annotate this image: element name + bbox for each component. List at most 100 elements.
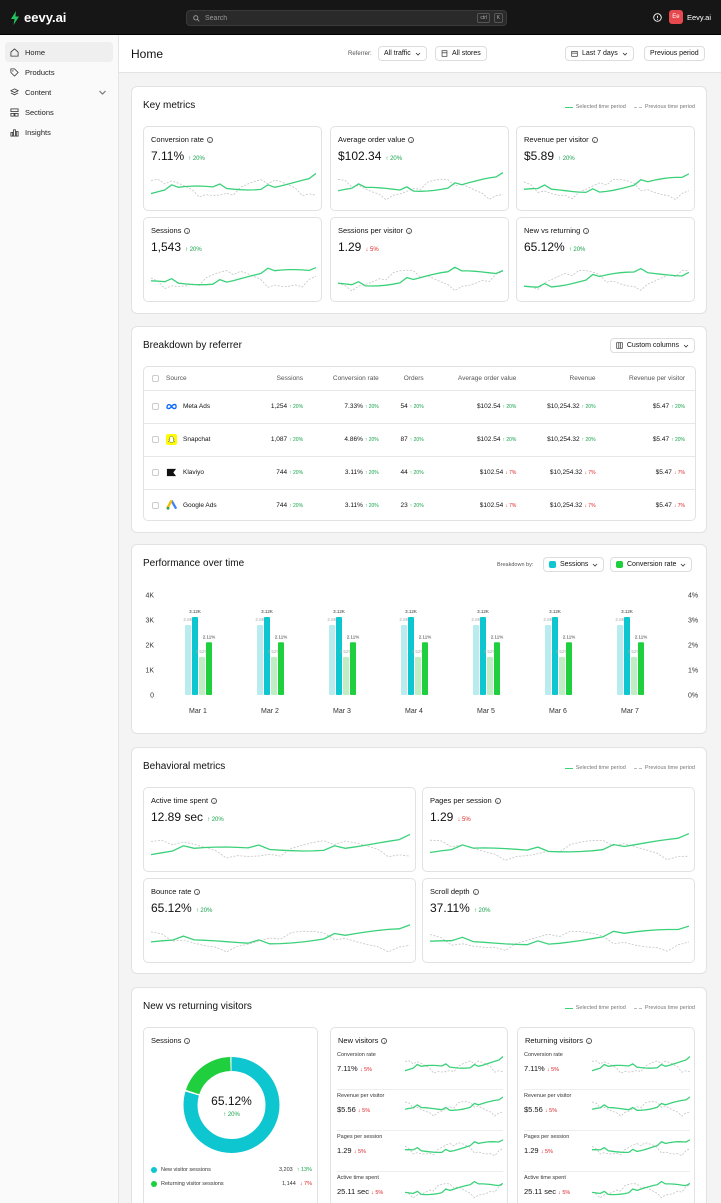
column-header[interactable]: Average order value [433, 367, 527, 391]
bar-conversion-previous [559, 657, 565, 695]
chevron-down-icon [99, 90, 106, 95]
table-row[interactable]: Meta Ads 1,254 ↑ 20% 7.33% ↑ 20% 54 ↑ 20% $102.… [144, 390, 695, 424]
info-icon[interactable]: i [184, 227, 191, 234]
row-checkbox[interactable] [152, 436, 159, 443]
referrer-dropdown[interactable]: All traffic [378, 46, 427, 61]
sidebar-item-sections[interactable]: Sections [5, 102, 113, 122]
search-input[interactable] [205, 14, 465, 22]
visitor-metric-row[interactable]: Conversion rate 7.11% ↓ 5% [524, 1050, 690, 1090]
info-icon[interactable]: i [591, 136, 598, 143]
legend-swatch [151, 1167, 157, 1173]
shortcut-key-ctrl: ctrl [477, 13, 490, 23]
metric-card-average-order-value[interactable]: Average order value i $102.34 ↑ 20% [330, 126, 509, 211]
metric-delta: ↓ 5% [365, 247, 379, 253]
data-label: 1.52% [484, 649, 497, 654]
grid-icon [10, 107, 19, 117]
table-cell: 23 ↑ 20% [400, 502, 424, 510]
sidebar-item-products[interactable]: Products [5, 62, 113, 82]
y-axis-tick-left: 1K [145, 668, 154, 675]
column-header[interactable]: Revenue [526, 367, 606, 391]
row-label: Revenue per visitor [524, 1093, 572, 1099]
sidebar-item-content[interactable]: Content [5, 82, 113, 102]
info-icon[interactable]: i [472, 888, 479, 895]
custom-columns-button[interactable]: Custom columns [609, 338, 695, 353]
info-icon[interactable]: i [206, 136, 213, 143]
data-label: 1.52% [628, 649, 641, 654]
data-label: 2.8K [255, 617, 264, 622]
info-icon[interactable]: i [585, 1037, 592, 1044]
x-axis-tick: Mar 1 [189, 708, 207, 715]
metric-card-conversion-rate[interactable]: Conversion rate i 7.11% ↑ 20% [143, 126, 322, 211]
visitor-metric-row[interactable]: Active time spent 25.11 sec ↓ 5% [337, 1173, 503, 1203]
donut-slice-new [183, 1057, 280, 1153]
search-box[interactable]: ctrl K [186, 10, 507, 26]
table-row[interactable]: Klaviyo 744 ↑ 20% 3.11% ↑ 20% 44 ↑ 20% $102.54 ↓… [144, 456, 695, 490]
user-name: Eevy.ai [686, 12, 711, 22]
metric-card-pages-per-session[interactable]: Pages per session i 1.29 ↓ 5% [422, 787, 695, 872]
info-icon[interactable]: i [583, 227, 590, 234]
date-range-dropdown[interactable]: Last 7 days [565, 46, 634, 61]
meta-logo-icon [166, 403, 177, 410]
visitor-metric-row[interactable]: Revenue per visitor $5.56 ↓ 5% [524, 1091, 690, 1131]
user-menu[interactable]: Ee Eevy.ai [668, 10, 711, 24]
row-checkbox[interactable] [152, 403, 159, 410]
table-cell: 44 ↑ 20% [388, 456, 434, 490]
section-title: Behavioral metrics [143, 761, 226, 772]
row-label: Revenue per visitor [337, 1093, 385, 1099]
info-icon[interactable]: i [408, 136, 415, 143]
metric-delta: ↓ 5% [457, 817, 471, 823]
metric-card-active-time-spent[interactable]: Active time spent i 12.89 sec ↑ 20% [143, 787, 416, 872]
bar-conversion-rate [206, 642, 212, 695]
column-header[interactable]: Source [144, 367, 256, 391]
bar-conversion-rate [350, 642, 356, 695]
row-label: Active time spent [337, 1175, 379, 1181]
row-checkbox[interactable] [152, 469, 159, 476]
info-icon[interactable]: i [184, 1037, 191, 1044]
data-label: 2.11% [563, 634, 575, 639]
select-all-checkbox[interactable] [152, 374, 159, 382]
sidebar-item-insights[interactable]: Insights [5, 122, 113, 142]
info-icon[interactable]: i [406, 227, 413, 234]
performance-card: Performance over time Breakdown by: Sess… [131, 544, 707, 734]
table-cell: 87 ↑ 20% [388, 423, 434, 457]
info-icon[interactable]: i [494, 797, 501, 804]
bar-sessions [192, 617, 198, 695]
metric1-dropdown[interactable]: Sessions [543, 557, 605, 572]
column-header[interactable]: Revenue per visitor [605, 367, 695, 391]
metric-card-new-vs-returning[interactable]: New vs returning i 65.12% ↑ 20% [516, 217, 695, 302]
donut-legend-item: Returning visitor sessions 1,144 ↓ 7% [151, 1181, 312, 1187]
visitor-metric-row[interactable]: Revenue per visitor $5.56 ↓ 5% [337, 1091, 503, 1131]
table-row[interactable]: Google Ads 744 ↑ 20% 3.11% ↑ 20% 23 ↑ 20% $102.… [144, 489, 695, 520]
metric-card-sessions-per-visitor[interactable]: Sessions per visitor i 1.29 ↓ 5% [330, 217, 509, 302]
info-icon[interactable]: i [211, 797, 218, 804]
visitor-metric-row[interactable]: Pages per session 1.29 ↓ 5% [524, 1132, 690, 1172]
row-value: 7.11% ↓ 5% [524, 1064, 560, 1073]
column-header[interactable]: Sessions [255, 367, 314, 391]
metric-label: Average order value i [338, 135, 415, 144]
info-icon[interactable]: i [381, 1037, 388, 1044]
visitor-metric-row[interactable]: Active time spent 25.11 sec ↓ 5% [524, 1173, 690, 1203]
metric-card-scroll-depth[interactable]: Scroll depth i 37.11% ↑ 20% [422, 878, 695, 963]
column-header[interactable]: Conversion rate [313, 367, 389, 391]
columns-icon [616, 342, 623, 349]
help-icon[interactable] [653, 12, 662, 22]
row-checkbox[interactable] [152, 502, 159, 510]
visitor-metric-row[interactable]: Pages per session 1.29 ↓ 5% [337, 1132, 503, 1172]
y-axis-tick-left: 4K [145, 593, 154, 600]
metric-card-bounce-rate[interactable]: Bounce rate i 65.12% ↑ 20% [143, 878, 416, 963]
row-value: 1.29 ↓ 5% [337, 1146, 366, 1155]
metric-card-sessions[interactable]: Sessions i 1,543 ↑ 20% [143, 217, 322, 302]
donut-center-value: 65.12% [211, 1094, 252, 1108]
metric-card-revenue-per-visitor[interactable]: Revenue per visitor i $5.89 ↑ 20% [516, 126, 695, 211]
data-label: 2.8K [471, 617, 480, 622]
column-header[interactable]: Orders [388, 367, 434, 391]
visitor-metric-row[interactable]: Conversion rate 7.11% ↓ 5% [337, 1050, 503, 1090]
table-row[interactable]: Snapchat 1,087 ↑ 20% 4.86% ↑ 20% 87 ↑ 20% $102.… [144, 423, 695, 457]
sidebar-item-home[interactable]: Home [5, 42, 113, 62]
info-icon[interactable]: i [194, 888, 201, 895]
app-logo[interactable]: eevy.ai [10, 10, 66, 25]
metric2-dropdown[interactable]: Conversion rate [610, 557, 693, 572]
stores-dropdown[interactable]: All stores [435, 46, 487, 61]
compare-period-button[interactable]: Previous period [644, 46, 705, 61]
metric2-value: Conversion rate [627, 561, 677, 568]
